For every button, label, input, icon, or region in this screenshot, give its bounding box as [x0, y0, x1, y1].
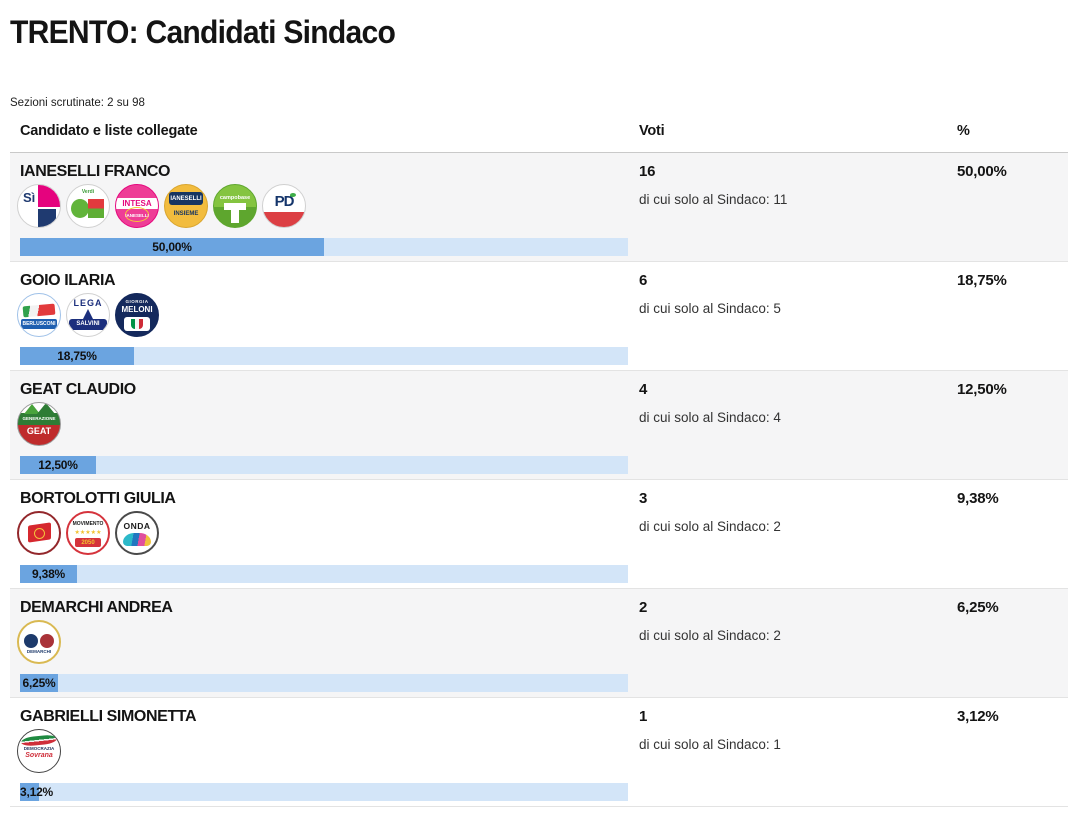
pd-partito-democratico-logo: PD: [262, 184, 306, 228]
col-header-percent: %: [957, 123, 970, 139]
percent-bar: 6,25%: [20, 674, 628, 692]
candidate-row: GOIO ILARIA BERLUSCONI LEGA SALVINI GIORGIA…: [10, 261, 1068, 370]
si-franco-ianeselli-logo: Sì: [17, 184, 61, 228]
results-table-body: IANESELLI FRANCO Sì Verdi IANESELLI INTESA I…: [10, 153, 1068, 806]
percent-bar-label: 50,00%: [152, 240, 192, 254]
results-table: Candidato e liste collegate Voti % IANES…: [10, 116, 1068, 807]
votes-cell: 16 di cui solo al Sindaco: 11: [639, 164, 957, 208]
percent-bar-fill: 12,50%: [20, 456, 96, 474]
party-logos: GENERAZIONE GEAT: [17, 402, 639, 446]
party-logos: DEMOCRAZIA Sovrana: [17, 729, 639, 773]
mayor-only-note: di cui solo al Sindaco: 11: [639, 192, 788, 207]
percent-bar: 18,75%: [20, 347, 628, 365]
votes-cell: 4 di cui solo al Sindaco: 4: [639, 382, 957, 426]
candidate-row: GEAT CLAUDIO GENERAZIONE GEAT 12,50% 4 di…: [10, 370, 1068, 479]
votes-value: 6: [639, 272, 648, 289]
candidate-cell: DEMARCHI ANDREA DEMARCHI 6,25%: [17, 599, 639, 692]
candidate-name: IANESELLI FRANCO: [20, 163, 171, 180]
percent-bar-fill: 50,00%: [20, 238, 324, 256]
mayor-only-note: di cui solo al Sindaco: 2: [639, 519, 781, 534]
sections-counted-note: Sezioni scrutinate: 2 su 98: [10, 97, 145, 109]
votes-value: 1: [639, 708, 648, 725]
candidate-cell: GOIO ILARIA BERLUSCONI LEGA SALVINI GIORGIA…: [17, 272, 639, 365]
percent-value: 18,75%: [957, 272, 1007, 289]
percent-bar-fill: 18,75%: [20, 347, 134, 365]
col-header-candidate: Candidato e liste collegate: [20, 123, 198, 139]
votes-cell: 2 di cui solo al Sindaco: 2: [639, 600, 957, 644]
percent-value: 3,12%: [957, 708, 999, 725]
percent-cell: 12,50%: [957, 382, 1058, 398]
percent-value: 9,38%: [957, 490, 999, 507]
percent-value: 50,00%: [957, 163, 1007, 180]
mayor-only-note: di cui solo al Sindaco: 5: [639, 301, 781, 316]
ianeselli-insieme-per-trento-logo: INSIEME IANESELLI: [164, 184, 208, 228]
candidate-name: BORTOLOTTI GIULIA: [20, 490, 176, 507]
percent-bar-label: 18,75%: [57, 349, 97, 363]
candidate-row: GABRIELLI SIMONETTA DEMOCRAZIA Sovrana 3,…: [10, 697, 1068, 806]
generazione-geat-logo: GENERAZIONE GEAT: [17, 402, 61, 446]
europa-verde-sinistra-logo: Verdi: [66, 184, 110, 228]
party-logos: DEMARCHI: [17, 620, 639, 664]
lega-salvini-logo: LEGA SALVINI: [66, 293, 110, 337]
intesa-per-ianeselli-logo: IANESELLI INTESA: [115, 184, 159, 228]
percent-cell: 50,00%: [957, 164, 1058, 180]
candidate-name: GOIO ILARIA: [20, 272, 116, 289]
mayor-only-note: di cui solo al Sindaco: 1: [639, 737, 781, 752]
mayor-only-note: di cui solo al Sindaco: 2: [639, 628, 781, 643]
votes-cell: 6 di cui solo al Sindaco: 5: [639, 273, 957, 317]
percent-value: 6,25%: [957, 599, 999, 616]
candidate-row: DEMARCHI ANDREA DEMARCHI 6,25% 2 di cui …: [10, 588, 1068, 697]
percent-bar-fill: 3,12%: [20, 783, 53, 801]
votes-value: 3: [639, 490, 648, 507]
candidate-name: GEAT CLAUDIO: [20, 381, 136, 398]
candidate-row: IANESELLI FRANCO Sì Verdi IANESELLI INTESA I…: [10, 153, 1068, 261]
percent-cell: 6,25%: [957, 600, 1058, 616]
percent-bar-fill: 9,38%: [20, 565, 78, 583]
fratelli-ditalia-meloni-logo: GIORGIA MELONI: [115, 293, 159, 337]
lista-demarchi-logo: DEMARCHI: [17, 620, 61, 664]
percent-bar: 50,00%: [20, 238, 628, 256]
percent-cell: 3,12%: [957, 709, 1058, 725]
percent-bar-label: 12,50%: [38, 458, 78, 472]
table-header-row: Candidato e liste collegate Voti %: [10, 116, 1068, 153]
candidate-cell: GEAT CLAUDIO GENERAZIONE GEAT 12,50%: [17, 381, 639, 474]
votes-cell: 1 di cui solo al Sindaco: 1: [639, 709, 957, 753]
candidate-name: DEMARCHI ANDREA: [20, 599, 173, 616]
col-header-votes: Voti: [639, 123, 665, 139]
percent-cell: 9,38%: [957, 491, 1058, 507]
percent-bar-label: 9,38%: [31, 567, 66, 581]
rifondazione-comunista-logo: [17, 511, 61, 555]
percent-bar-label: 6,25%: [22, 676, 56, 690]
party-logos: BERLUSCONI LEGA SALVINI GIORGIA MELONI: [17, 293, 639, 337]
page-title: TRENTO: Candidati Sindaco: [10, 14, 396, 50]
votes-cell: 3 di cui solo al Sindaco: 2: [639, 491, 957, 535]
votes-value: 4: [639, 381, 648, 398]
percent-bar-label: 3,12%: [20, 785, 54, 799]
party-logos: Sì Verdi IANESELLI INTESA INSIEME IANESELLI ca…: [17, 184, 639, 228]
percent-bar: 3,12%: [20, 783, 628, 801]
results-page: TRENTO: Candidati Sindaco Sezioni scruti…: [0, 0, 1084, 807]
mayor-only-note: di cui solo al Sindaco: 4: [639, 410, 781, 425]
percent-bar-fill: 6,25%: [20, 674, 58, 692]
percent-cell: 18,75%: [957, 273, 1058, 289]
forza-italia-berlusconi-logo: BERLUSCONI: [17, 293, 61, 337]
onda-logo: ONDA: [115, 511, 159, 555]
votes-value: 2: [639, 599, 648, 616]
candidate-cell: IANESELLI FRANCO Sì Verdi IANESELLI INTESA I…: [17, 163, 639, 256]
campobase-logo: campobase: [213, 184, 257, 228]
percent-bar: 12,50%: [20, 456, 628, 474]
candidate-cell: GABRIELLI SIMONETTA DEMOCRAZIA Sovrana 3,…: [17, 708, 639, 801]
percent-bar: 9,38%: [20, 565, 628, 583]
percent-value: 12,50%: [957, 381, 1007, 398]
candidate-name: GABRIELLI SIMONETTA: [20, 708, 197, 725]
democrazia-sovrana-popolare-logo: DEMOCRAZIA Sovrana: [17, 729, 61, 773]
votes-value: 16: [639, 163, 656, 180]
